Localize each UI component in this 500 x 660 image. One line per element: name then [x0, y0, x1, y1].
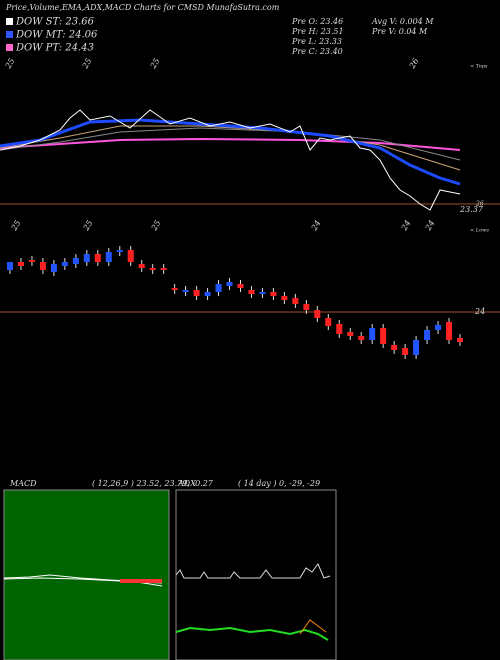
candle-body [358, 336, 365, 340]
candle-body [105, 252, 112, 262]
candle-body [424, 330, 431, 340]
legend-swatch [6, 18, 13, 25]
stat: Pre H: 23.51 [291, 27, 344, 36]
candle-body [314, 310, 321, 318]
stat: Avg V: 0.004 M [371, 17, 434, 26]
candle-body [83, 254, 90, 262]
candle-body [391, 345, 398, 350]
candle-body [336, 324, 343, 334]
ema-line [0, 118, 461, 186]
ema-line [0, 127, 461, 161]
candle-body [347, 332, 354, 336]
date-label: 25 [149, 219, 162, 233]
candle-body [171, 288, 178, 290]
ema-line [0, 137, 461, 151]
side-label: < Tops [470, 64, 488, 70]
date-label: 25 [80, 57, 93, 71]
candle-body [61, 262, 68, 266]
candle-body [325, 318, 332, 326]
candle-body [413, 340, 420, 355]
candle-body [369, 328, 376, 340]
candle-body [204, 292, 211, 296]
date-label: 25 [148, 57, 161, 71]
adx-di [299, 619, 327, 635]
legend-label: DOW PT: 24.43 [15, 43, 94, 54]
candle-body [457, 338, 463, 342]
candle-body [17, 262, 24, 266]
candle-body [215, 284, 222, 292]
candle-body [270, 292, 277, 296]
candle-body [39, 262, 46, 270]
ema-line [0, 125, 461, 171]
legend-swatch [6, 44, 13, 51]
macd-panel [3, 489, 170, 660]
stat: Pre L: 23.33 [291, 37, 342, 46]
candle-body [149, 268, 156, 270]
candle-body [446, 322, 453, 340]
date-label: 25 [81, 219, 94, 233]
macd-hist [120, 579, 162, 583]
candle-body [303, 304, 310, 310]
adx-params: ( 14 day ) 0, -29, -29 [238, 479, 320, 488]
legend-label: DOW MT: 24.06 [15, 30, 98, 41]
candle-body [380, 328, 387, 344]
stat: Pre O: 23.46 [291, 17, 343, 26]
corner-label: 26 [475, 201, 484, 208]
side-label: < Lows [470, 228, 489, 234]
last-label: 23.37 [459, 205, 484, 214]
stat: Pre V: 0.04 M [371, 27, 428, 36]
ref-label: 24 [474, 307, 485, 316]
adx-panel [175, 489, 337, 660]
date-label: 24 [399, 219, 412, 233]
date-label: 26 [407, 57, 420, 71]
macd-name: MACD [9, 479, 37, 488]
candle-body [72, 258, 79, 264]
date-label: 25 [9, 219, 22, 233]
candle-body [248, 290, 255, 294]
legend-label: DOW ST: 23.66 [15, 17, 95, 28]
candle-body [138, 264, 145, 268]
candle-body [259, 292, 266, 294]
adx-name: ADX [177, 479, 196, 488]
adx-di [175, 626, 329, 641]
candle-body [50, 264, 57, 272]
candle-body [193, 290, 200, 296]
candle-body [182, 290, 189, 292]
candle-body [292, 298, 299, 304]
legend-swatch [6, 31, 13, 38]
candle-body [435, 325, 442, 330]
candle-body [237, 284, 244, 288]
candle-body [281, 296, 288, 300]
candle-body [116, 250, 123, 252]
date-label: 25 [3, 57, 16, 71]
candle-body [160, 268, 167, 270]
title: Price,Volume,EMA,ADX,MACD Charts for CMS… [5, 3, 280, 12]
macd-line [3, 574, 163, 587]
date-label: 24 [423, 219, 436, 233]
date-label: 24 [309, 219, 322, 233]
candle-body [402, 348, 409, 355]
price-close-line [0, 109, 461, 211]
candle-body [94, 254, 101, 262]
macd-params: ( 12,26,9 ) 23.52, 23.79, -0.27 [92, 479, 214, 488]
candle-body [7, 262, 13, 270]
candle-body [127, 250, 134, 262]
candle-body [226, 282, 233, 286]
stat: Pre C: 23.40 [291, 47, 343, 56]
adx-line [175, 563, 331, 579]
candle-body [28, 260, 35, 262]
